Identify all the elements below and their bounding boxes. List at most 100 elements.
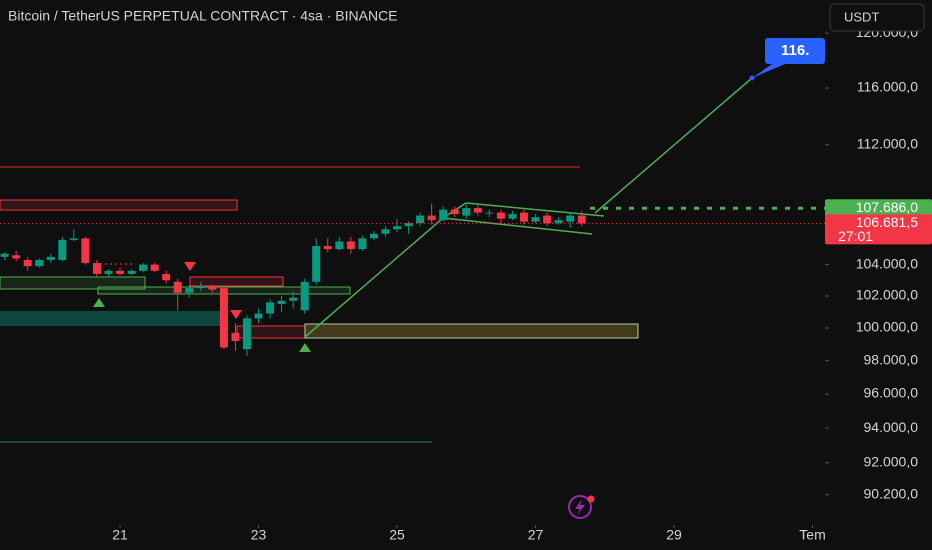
candle-body — [185, 288, 194, 293]
up-triangle — [93, 298, 105, 307]
candle-body — [369, 233, 378, 239]
x-tick-label: Tem — [799, 527, 825, 543]
candle-body — [300, 281, 309, 311]
candle-body — [162, 273, 171, 281]
candle-body — [0, 253, 9, 257]
y-tick-label: 104.000,0 — [856, 255, 918, 271]
projection-line — [304, 202, 467, 338]
candle-body — [150, 264, 159, 271]
currency-button-label[interactable]: USDT — [844, 9, 879, 24]
candle-body — [439, 209, 448, 221]
candle-body — [242, 318, 251, 350]
last-price-box — [825, 214, 932, 245]
drawn-box — [189, 276, 284, 287]
candles — [0, 203, 825, 356]
chart-title: Bitcoin / TetherUS PERPETUAL CONTRACT · … — [8, 8, 398, 24]
last-price-label: 106.681,5 — [856, 214, 918, 230]
candle-body — [254, 313, 263, 319]
candle-body — [462, 208, 471, 216]
drawings — [0, 62, 790, 443]
candle-body — [208, 286, 217, 290]
candle-body — [92, 263, 101, 274]
projection-line — [594, 77, 753, 214]
candle-body — [404, 223, 413, 227]
candle-body — [508, 214, 517, 219]
candle-body — [381, 229, 390, 234]
up-triangle — [299, 343, 311, 352]
y-tick-label: 102.000,0 — [856, 287, 918, 303]
candle-body — [485, 212, 494, 214]
price-axis — [825, 0, 932, 550]
candle-body — [12, 255, 21, 259]
candle-body — [69, 238, 78, 240]
x-tick-label: 23 — [251, 527, 267, 543]
candle-body — [58, 239, 67, 260]
price-line-label: 107.686,0 — [856, 199, 918, 215]
y-tick-label: 92.000,0 — [864, 454, 919, 470]
y-tick-label: 116.000,0 — [857, 79, 918, 95]
drawn-box — [304, 323, 639, 339]
candle-body — [81, 238, 90, 264]
candle-body — [577, 215, 586, 224]
candle-body — [104, 270, 113, 274]
y-tick-label: 94.000,0 — [864, 419, 919, 435]
candle-body — [554, 220, 563, 224]
flash-icon[interactable] — [568, 495, 592, 519]
target-box — [765, 38, 825, 64]
countdown-label: 27:01 — [838, 228, 873, 244]
candle-body — [289, 297, 298, 301]
candle-body — [116, 270, 125, 274]
candle-body — [323, 246, 332, 250]
candle-body — [450, 209, 459, 215]
candle-body — [196, 286, 205, 289]
flag-line — [465, 202, 605, 217]
candle-body — [393, 226, 402, 230]
candle-body — [35, 259, 44, 267]
candle-body — [219, 288, 228, 348]
price-line-box — [825, 199, 932, 218]
drawn-band — [0, 311, 225, 326]
candle-body — [358, 238, 367, 250]
candle-body — [496, 212, 505, 219]
candle-body — [277, 300, 286, 304]
y-tick-label: 112.000,0 — [857, 135, 918, 151]
candle-body — [346, 241, 355, 250]
candle-body — [531, 217, 540, 222]
candle-body — [173, 281, 182, 293]
y-tick-label: 96.000,0 — [864, 385, 919, 401]
currency-button[interactable] — [829, 3, 925, 32]
x-tick-label: 21 — [112, 527, 128, 543]
y-tick-label: 98.000,0 — [864, 351, 919, 367]
x-tick-label: 27 — [528, 527, 544, 543]
x-tick-label: 25 — [389, 527, 405, 543]
down-triangle — [184, 262, 196, 271]
axis-labels: 120.000,0116.000,0112.000,0104.000,0102.… — [112, 24, 932, 543]
candle-body — [23, 259, 32, 267]
candle-body — [543, 215, 552, 224]
flag-line — [442, 217, 593, 235]
candle-body — [266, 302, 275, 314]
drawn-box — [0, 199, 238, 211]
target-pointer — [752, 62, 790, 78]
x-tick-label: 29 — [666, 527, 682, 543]
candle-body — [335, 241, 344, 250]
y-tick-label: 100.000,0 — [856, 319, 918, 335]
candle-body — [473, 208, 482, 213]
y-tick-label: 90.200,0 — [864, 485, 919, 501]
flash-bolt — [575, 499, 585, 515]
candle-body — [519, 212, 528, 222]
candle-body — [46, 256, 55, 260]
candle-body — [566, 215, 575, 222]
candle-body — [416, 215, 425, 224]
candle-body — [127, 270, 136, 274]
candle-body — [139, 264, 148, 271]
drawn-box — [0, 276, 146, 290]
candle-body — [231, 332, 240, 341]
target-label: 116. — [781, 42, 809, 59]
down-triangle — [230, 310, 242, 319]
candle-body — [312, 246, 321, 282]
candle-body — [427, 215, 436, 221]
notification-dot — [587, 495, 595, 503]
